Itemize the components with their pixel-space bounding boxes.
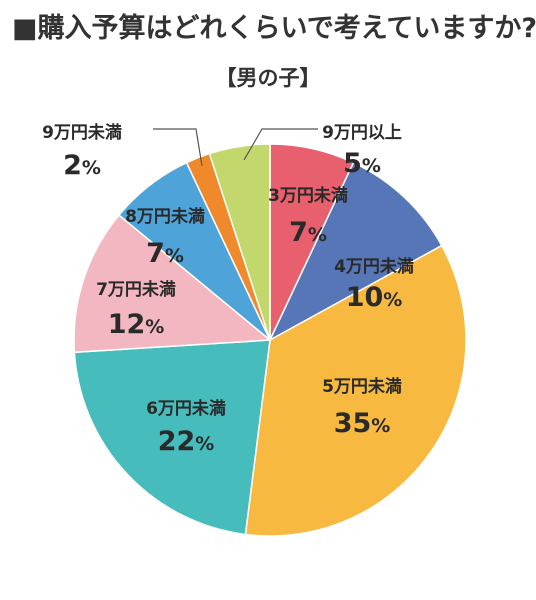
slice-value: 35%	[334, 408, 391, 439]
pie-slice	[73, 214, 272, 354]
slice-label: 9万円以上	[322, 123, 402, 143]
slice-label: 5万円未満	[322, 376, 402, 397]
slice-value: 22%	[158, 426, 215, 457]
leader-line	[243, 128, 318, 161]
pie-slice	[268, 161, 443, 342]
pie-slice	[208, 143, 271, 341]
slice-label: 8万円未満	[125, 206, 205, 227]
leader-lines	[153, 128, 318, 167]
slice-label: 6万円未満	[146, 398, 226, 419]
slice-label: 9万円未満	[42, 122, 122, 143]
slice-labels: 3万円未満 7% 4万円未満 10% 5万円未満 35% 6万円未満 22% 7万円未満 12% 8…	[42, 122, 414, 457]
chart-title: ■購入予算はどれくらいで考えていますか?	[12, 12, 536, 44]
pie-slices	[73, 143, 467, 537]
slice-value: 10%	[346, 282, 403, 313]
pie-slice	[244, 244, 467, 537]
chart-subtitle: 【男の子】	[216, 66, 321, 90]
slice-label: 3万円未満	[268, 185, 348, 206]
slice-label: 7万円未満	[96, 279, 176, 300]
slice-label: 4万円未満	[334, 256, 414, 277]
slice-value: 5%	[343, 148, 381, 179]
slice-value: 2%	[63, 150, 101, 181]
leader-line	[153, 128, 203, 167]
slice-value: 12%	[108, 309, 165, 340]
slice-value: 7%	[146, 238, 184, 269]
pie-slice	[73, 339, 271, 536]
slice-value: 7%	[289, 217, 327, 248]
